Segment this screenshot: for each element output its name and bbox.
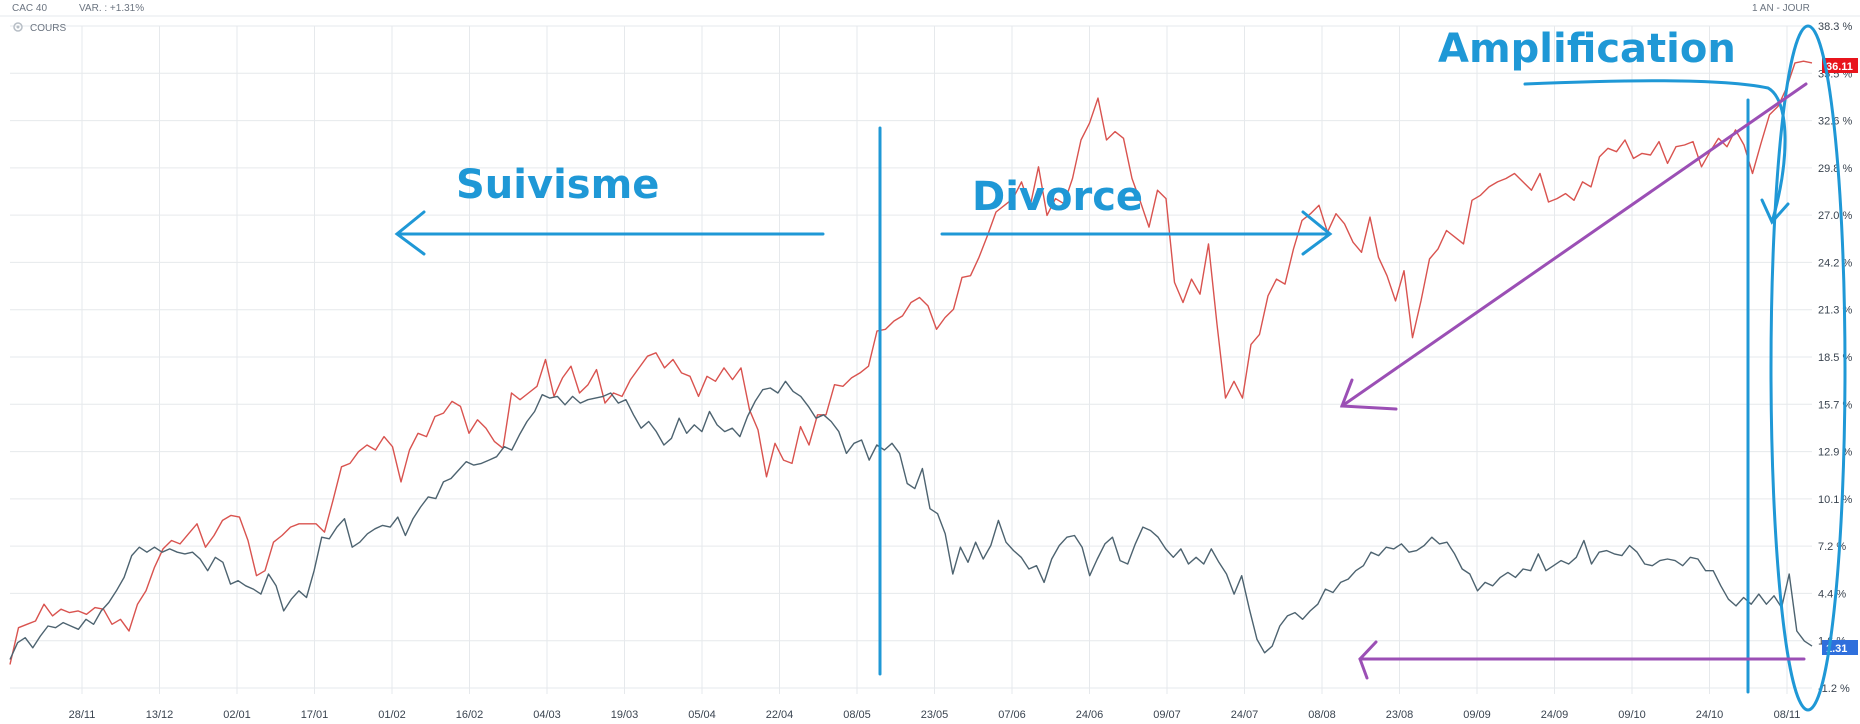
x-tick-label: 24/10 — [1696, 709, 1724, 721]
curved-arrow-icon — [1523, 79, 1790, 225]
x-tick-label: 13/12 — [146, 709, 174, 721]
y-tick-label: 18.5 % — [1818, 352, 1852, 364]
x-axis: 28/11 13/12 02/01 17/01 01/02 16/02 04/03 19/03… — [69, 709, 1801, 721]
x-tick-label: 01/02 — [378, 709, 406, 721]
purple-arrowhead-icon — [1339, 378, 1398, 411]
x-tick-label: 22/04 — [766, 709, 794, 721]
x-tick-label: 17/01 — [301, 709, 329, 721]
chart-grid — [10, 25, 1812, 694]
purple-left-arrowhead-icon — [1358, 640, 1378, 680]
x-tick-label: 24/09 — [1541, 709, 1569, 721]
x-tick-label: 23/05 — [921, 709, 949, 721]
series-line-gray — [9, 380, 1813, 660]
y-tick-label: 27.0 % — [1818, 210, 1852, 222]
y-tick-label: 29.8 % — [1818, 163, 1852, 175]
annotations: Suivisme Divorce Amplification — [394, 24, 1847, 712]
y-tick-label: 4.4 % — [1818, 588, 1846, 600]
x-tick-label: 08/08 — [1308, 709, 1336, 721]
x-tick-label: 24/07 — [1231, 709, 1259, 721]
y-tick-label: 7.2 % — [1818, 541, 1846, 553]
x-tick-label: 23/08 — [1386, 709, 1414, 721]
chart-legend[interactable]: COURS — [13, 22, 66, 34]
x-tick-label: 08/11 — [1774, 709, 1801, 721]
x-tick-label: 16/02 — [456, 709, 484, 721]
x-tick-label: 08/05 — [843, 709, 871, 721]
index-name: CAC 40 — [12, 3, 48, 14]
y-tick-label: 24.2 % — [1818, 257, 1852, 269]
period-label[interactable]: 1 AN - JOUR — [1752, 3, 1810, 14]
arrow-right-icon — [940, 210, 1333, 256]
badge-blue-value: 1.31 — [1826, 643, 1847, 655]
last-value-badge-red: 36.11 — [1822, 58, 1858, 73]
legend-label: COURS — [30, 23, 66, 34]
x-tick-label: 04/03 — [533, 709, 561, 721]
annotation-amplification: Amplification — [1438, 26, 1736, 72]
gear-icon-center — [16, 25, 20, 29]
badge-red-value: 36.11 — [1826, 61, 1853, 73]
x-tick-label: 09/10 — [1618, 709, 1646, 721]
x-tick-label: 24/06 — [1076, 709, 1104, 721]
series-lines — [9, 60, 1813, 665]
badge-red-bg — [1822, 58, 1858, 73]
y-tick-label: 21.3 % — [1818, 305, 1852, 317]
variation-label: VAR. : +1.31% — [79, 3, 145, 14]
annotation-divorce: Divorce — [972, 174, 1143, 220]
x-tick-label: 09/07 — [1153, 709, 1181, 721]
purple-trend-line — [1340, 82, 1808, 408]
top-bar: CAC 40 VAR. : +1.31% 1 AN - JOUR — [0, 0, 1860, 16]
x-tick-label: 05/04 — [688, 709, 716, 721]
y-tick-label: 12.9 % — [1818, 447, 1852, 459]
highlight-ellipse — [1769, 24, 1847, 712]
y-tick-label: 15.7 % — [1818, 399, 1852, 411]
x-tick-label: 02/01 — [223, 709, 251, 721]
annotation-suivisme: Suivisme — [456, 162, 659, 208]
x-tick-label: 07/06 — [998, 709, 1026, 721]
y-tick-label: 10.1 % — [1818, 494, 1852, 506]
gear-icon — [13, 22, 23, 32]
y-tick-label: 32.6 % — [1818, 116, 1852, 128]
series-line-red — [9, 60, 1813, 665]
y-tick-label: -1.2 % — [1818, 683, 1850, 695]
x-tick-label: 19/03 — [611, 709, 639, 721]
y-tick-label: 38.3 % — [1818, 21, 1852, 33]
x-tick-label: 09/09 — [1463, 709, 1491, 721]
x-tick-label: 28/11 — [69, 709, 96, 721]
arrow-left-icon — [394, 210, 825, 256]
